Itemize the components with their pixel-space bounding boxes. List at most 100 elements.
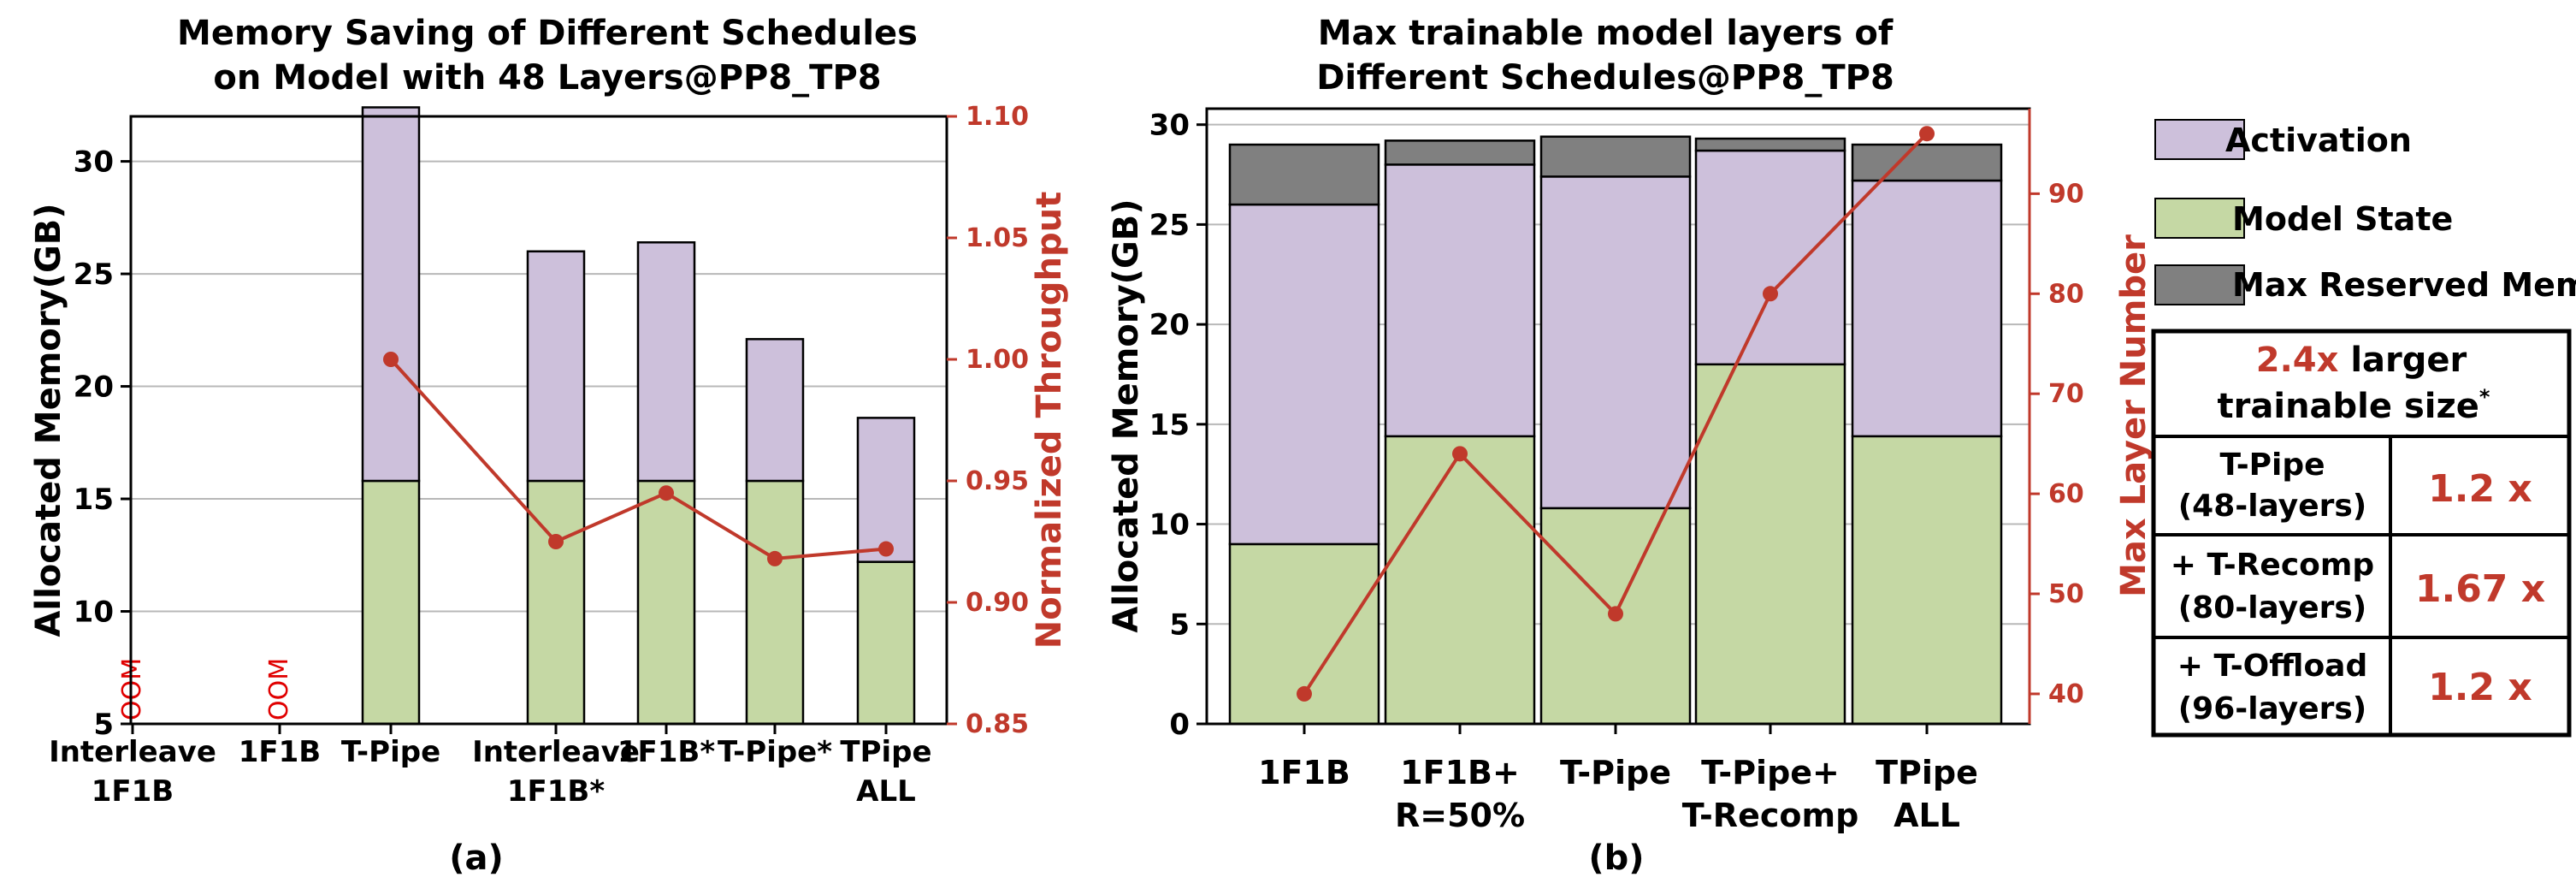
summary-table-header-text: trainable size [2218,387,2479,426]
legend-label-activation: Activation [2225,122,2412,159]
panel-a-oom-markers: OOM OOM [117,658,294,720]
x-tick-label: 1F1B [1258,754,1350,791]
panel-a-plot-frame [129,115,948,726]
summary-table-header-line2: trainable size* [2218,385,2490,426]
line-point [767,550,783,566]
x-tick-label: TPipe [840,735,931,769]
bar-model-state [745,479,805,726]
summary-row-name: + T-Offload [2177,649,2368,684]
y2-tick-label: 1.10 [966,102,1029,132]
bar-model-state [636,479,696,726]
x-tick-label: T-Pipe [341,735,440,769]
bar-model-state [361,479,421,726]
line-point [1608,606,1623,622]
legend-swatch-max-reserved-mem [2154,264,2245,305]
x-tick-label: TPipe [1876,754,1978,791]
summary-table-header-line1: 2.4x larger [2256,341,2467,380]
y-tick-label: 5 [93,708,114,742]
summary-row-sub: (48-layers) [2178,489,2367,524]
line-point [383,352,399,367]
x-tick-label: T-Pipe+ [1701,754,1840,791]
legend-swatch-model-state [2154,198,2245,239]
y2-tick-label: 80 [2048,279,2084,309]
panel-b-label: (b) [1588,839,1644,878]
panel-b-y-axis-ticks: 0 5 10 15 20 25 30 [1149,109,1207,742]
legend-label-max-reserved-mem: Max Reserved Mem [2232,266,2576,304]
line-point [1919,126,1935,142]
y2-tick-label: 40 [2048,679,2084,709]
panel-b-y2-axis-label: Max Layer Number [2114,234,2154,597]
y2-tick-label: 50 [2048,579,2084,609]
summary-row-value: 1.2 x [2428,467,2532,511]
bar-max-reserved-mem [1694,137,1846,152]
panel-b-title-line1: Max trainable model layers of [1318,14,1894,53]
bar-activation [361,106,421,483]
y-tick-label: 20 [74,370,114,405]
summary-table-header-mark: * [2479,385,2490,409]
line-point [1297,685,1312,702]
y2-tick-label: 1.00 [966,345,1029,375]
y-tick-label: 15 [74,483,114,517]
bar-activation [1384,163,1536,438]
y-tick-label: 10 [74,596,114,630]
legend: Activation Model State Max Reserved Mem [2154,119,2576,305]
bar-activation [526,250,586,483]
summary-row-value: 1.67 x [2415,567,2545,611]
y-tick-label: 15 [1149,408,1190,442]
x-tick-label: 1F1B [92,774,174,809]
summary-row-name: + T-Recomp [2171,548,2374,583]
x-tick-label: R=50% [1395,797,1525,834]
x-tick-label: T-Recomp [1682,797,1859,834]
panel-a-y2-axis-ticks: 0.85 0.90 0.95 1.00 1.05 1.10 [947,102,1029,739]
bar-model-state [1851,435,2003,726]
bar-max-reserved-mem [1539,135,1692,178]
x-tick-label: T-Pipe [1560,754,1671,791]
line-point [1452,446,1468,462]
line-point [878,541,894,557]
bar-activation [745,338,805,483]
bar-activation [636,241,696,483]
panel-a-chart: Memory Saving of Different Schedules on … [29,14,1069,878]
y2-tick-label: 0.90 [966,588,1029,618]
bar-max-reserved-mem [1851,143,2003,182]
bar-activation [856,417,916,563]
bar-model-state [1694,363,1846,726]
summary-row-sub: (96-layers) [2178,691,2367,726]
x-tick-label: 1F1B* [507,774,605,809]
y2-tick-label: 1.05 [966,223,1029,253]
y-tick-label: 5 [1169,608,1190,642]
bar-activation [1539,175,1692,510]
y2-tick-label: 70 [2048,379,2084,409]
panel-b-chart: Max trainable model layers of Different … [1107,14,2154,878]
x-tick-label: Interleave [472,735,640,769]
panel-a-y-axis-ticks: 5 10 15 20 25 30 [74,145,131,742]
x-tick-label: 1F1B+ [1400,754,1520,791]
y2-tick-label: 0.95 [966,466,1029,496]
y2-tick-label: 0.85 [966,709,1029,739]
summary-table: 2.4x larger trainable size* T-Pipe (48-l… [2151,329,2572,738]
panel-b-y2-axis-ticks: 40 50 60 70 80 90 [2029,179,2084,709]
bar-activation [1228,203,1380,546]
bar-model-state [856,560,916,726]
legend-item-model-state: Model State [2154,198,2453,239]
summary-table-header-rest: larger [2350,341,2467,380]
x-tick-label: T-Pipe* [718,735,832,769]
line-point [659,485,674,501]
panel-b-y-axis-label: Allocated Memory(GB) [1107,199,1146,632]
panel-a-label: (a) [449,839,504,878]
bar-max-reserved-mem [1228,143,1380,206]
bar-activation [1851,179,2003,438]
panel-b-layer-line [1297,126,1935,702]
oom-label: OOM [264,658,294,720]
y-tick-label: 0 [1169,708,1190,742]
y2-tick-label: 90 [2048,179,2084,209]
panel-a-title-line2: on Model with 48 Layers@PP8_TP8 [213,58,881,98]
legend-item-activation: Activation [2154,119,2412,160]
panel-a-throughput-line [383,352,894,566]
y-tick-label: 25 [1149,208,1190,242]
panel-b-x-axis-ticks: 1F1B 1F1B+ R=50% T-Pipe T-Pipe+ T-Recomp TPipe… [1258,724,1978,834]
bar-model-state [1384,435,1536,726]
panel-a-title-line1: Memory Saving of Different Schedules [177,14,918,53]
